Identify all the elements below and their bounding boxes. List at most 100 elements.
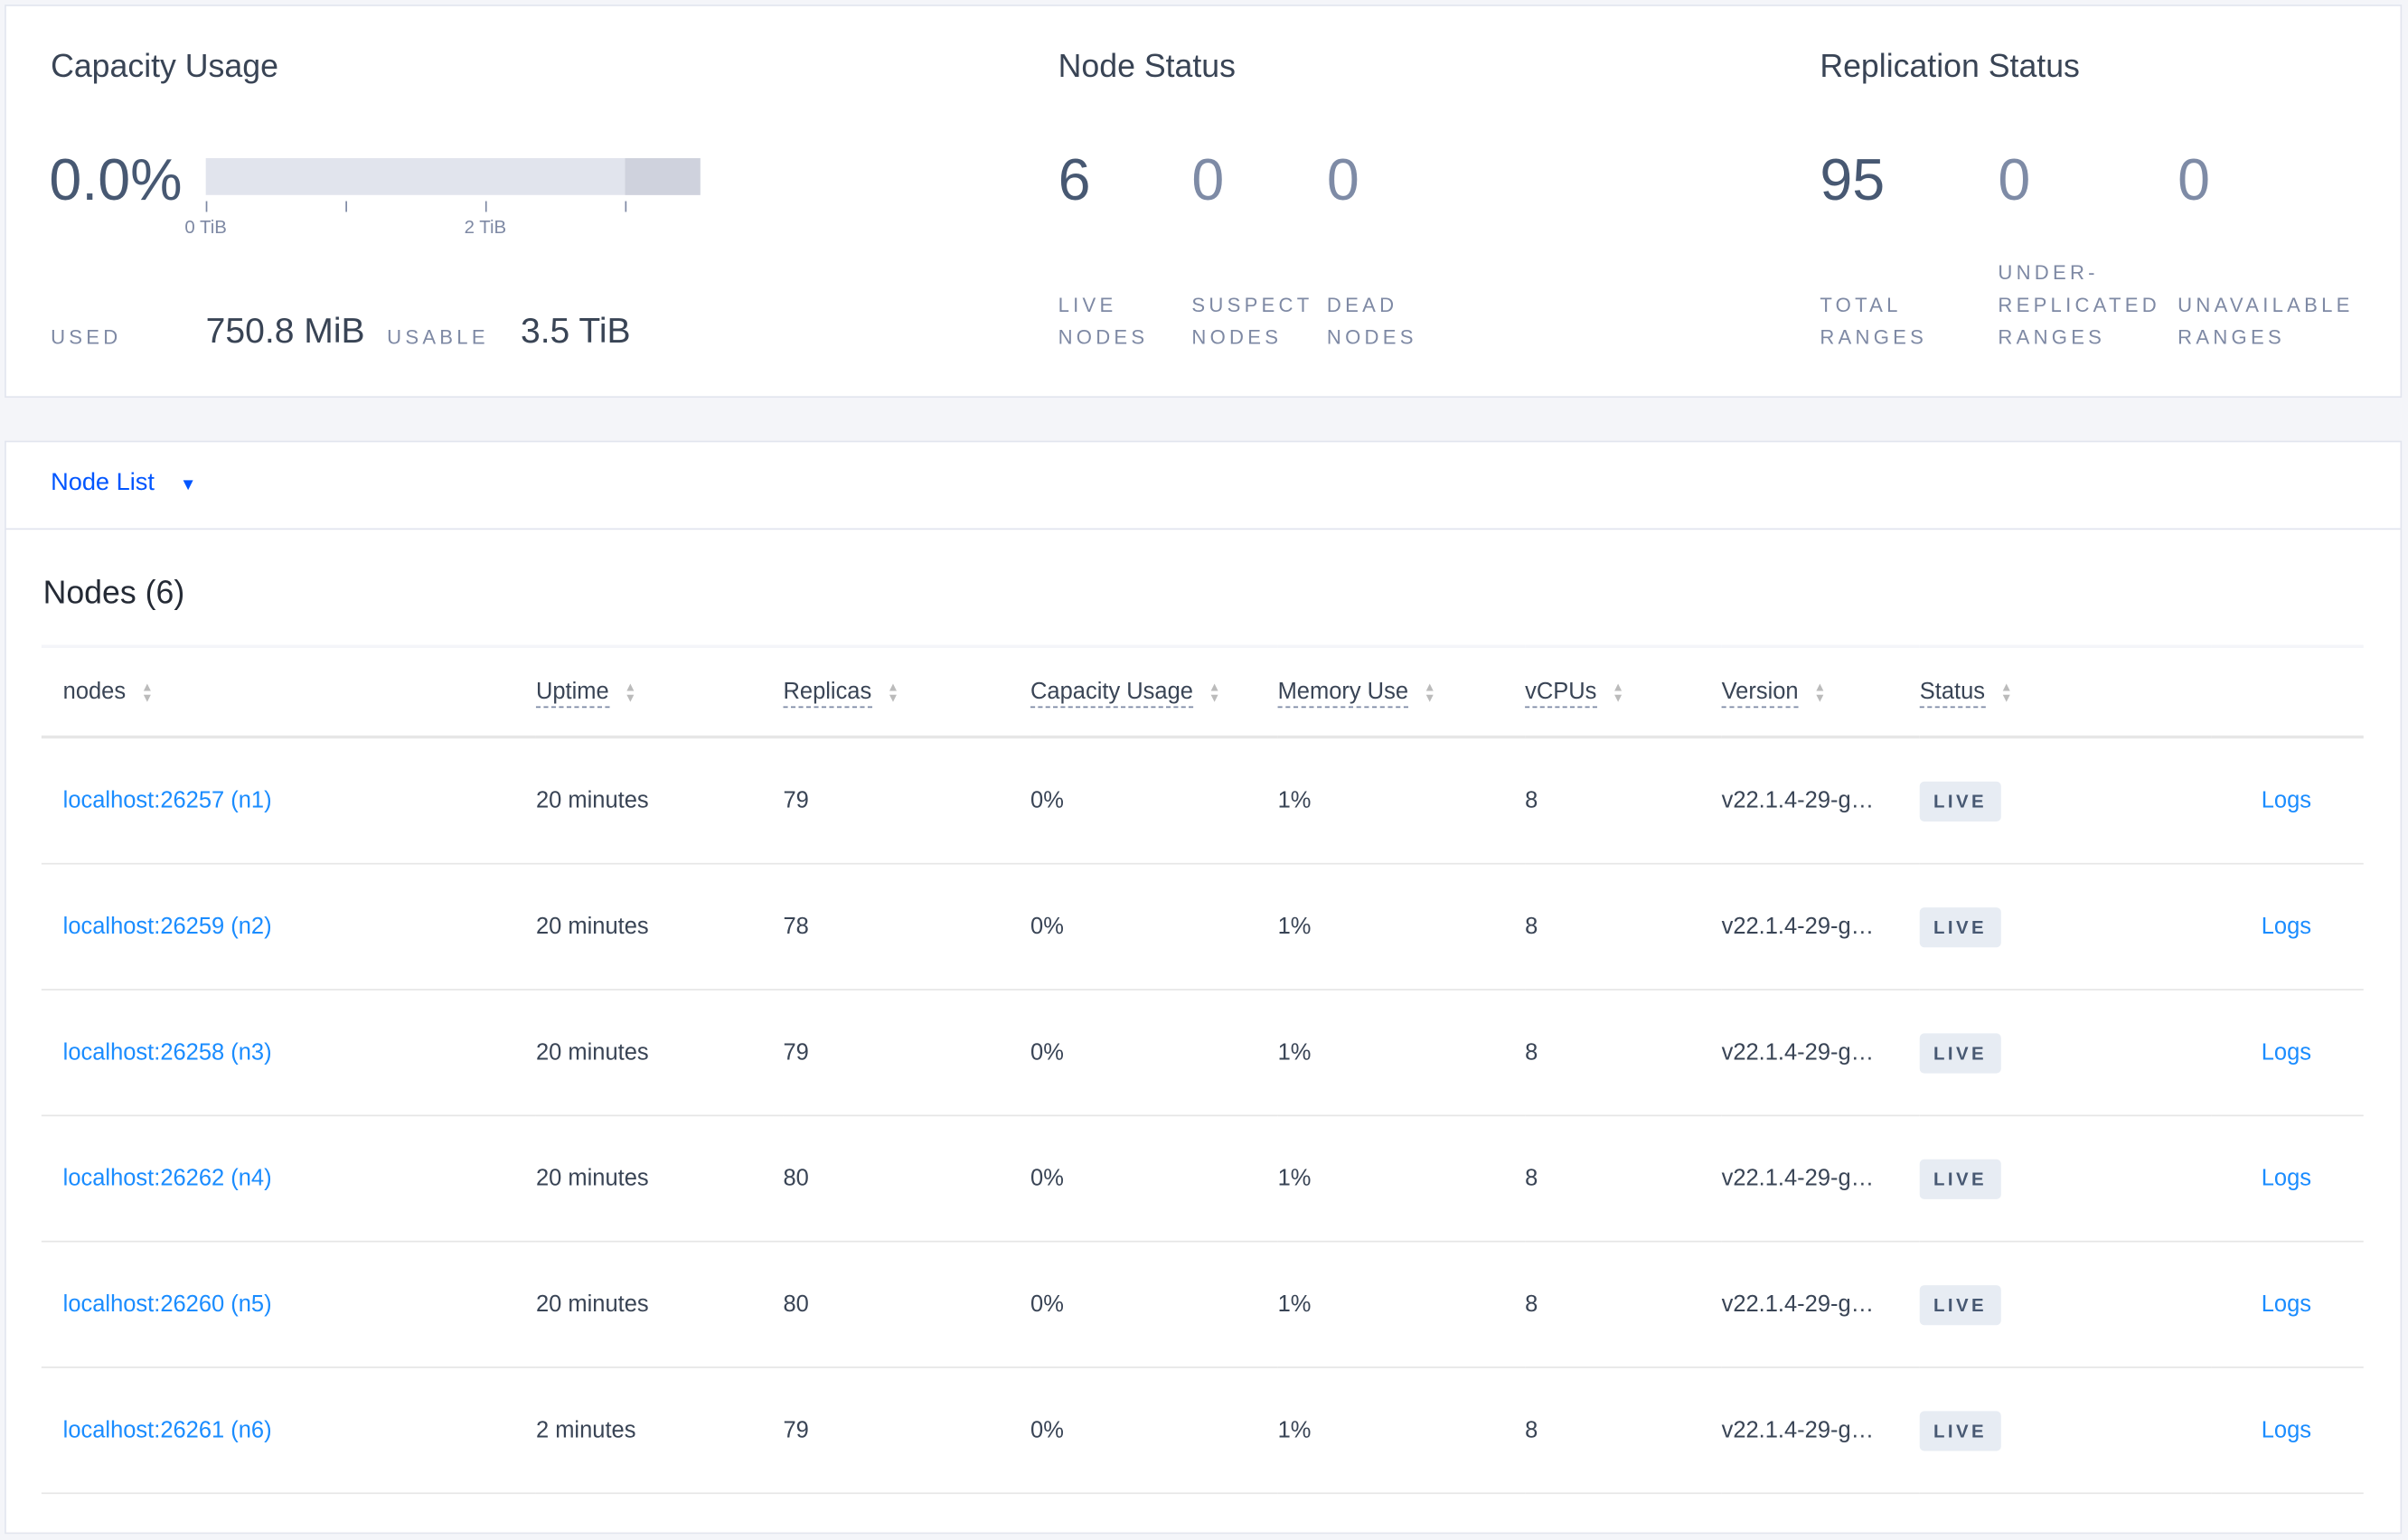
version-cell: v22.1.4-29-g… (1721, 1115, 1920, 1243)
version-cell: v22.1.4-29-g… (1721, 990, 1920, 1117)
vcpus-cell: 8 (1525, 737, 1722, 865)
column-header[interactable]: Status ▲ ▼ (1919, 644, 2212, 739)
status-badge: LIVE (1919, 780, 2001, 822)
sort-icon[interactable]: ▲ ▼ (141, 680, 154, 705)
column-label: Replicas (783, 678, 872, 709)
node-link[interactable]: localhost:26259 (n2) (62, 913, 272, 940)
column-header[interactable]: Uptime ▲ ▼ (535, 644, 784, 739)
sort-icon[interactable]: ▲ ▼ (1423, 680, 1436, 705)
node-link[interactable]: localhost:26260 (n5) (62, 1291, 272, 1318)
table-row: localhost:26262 (n4) 20 minutes 80 0% 1%… (41, 1115, 2364, 1243)
tick (205, 201, 208, 212)
status-badge: LIVE (1919, 906, 2001, 947)
tick-label: 2 TiB (464, 216, 507, 239)
memory-cell: 1% (1277, 1115, 1526, 1243)
nodes-table: nodes ▲ ▼ Uptime ▲ ▼ Replicas ▲ ▼ Capacity Usage ▲… (41, 644, 2364, 1495)
sort-icon[interactable]: ▲ ▼ (2000, 680, 2013, 705)
column-header[interactable]: Version ▲ ▼ (1721, 644, 1920, 739)
sort-icon[interactable]: ▲ ▼ (624, 680, 637, 705)
usable-label: USABLE (387, 325, 489, 349)
memory-cell: 1% (1277, 1241, 1526, 1368)
under-replicated-label: UNDER- REPLICATED RANGES (1998, 260, 2160, 349)
logs-link[interactable]: Logs (2261, 1039, 2311, 1066)
status-badge: LIVE (1919, 1158, 2001, 1199)
vcpus-cell: 8 (1525, 1115, 1722, 1243)
sort-icon[interactable]: ▲ ▼ (1612, 680, 1624, 705)
table-row: localhost:26261 (n6) 2 minutes 79 0% 1% … (41, 1366, 2364, 1495)
vcpus-cell: 8 (1525, 990, 1722, 1117)
suspect-nodes-label: SUSPECT NODES (1191, 293, 1313, 349)
node-link[interactable]: localhost:26258 (n3) (62, 1039, 272, 1066)
version-cell: v22.1.4-29-g… (1721, 737, 1920, 865)
column-header[interactable]: Replicas ▲ ▼ (783, 644, 1031, 739)
capacity-cell: 0% (1030, 737, 1278, 865)
replicas-cell: 80 (783, 1241, 1031, 1368)
column-label: nodes (62, 678, 127, 705)
column-header[interactable]: vCPUs ▲ ▼ (1525, 644, 1722, 739)
table-row: localhost:26260 (n5) 20 minutes 80 0% 1%… (41, 1241, 2364, 1368)
capacity-cell: 0% (1030, 1366, 1278, 1495)
total-ranges-count: 95 (1820, 148, 1886, 214)
logs-link[interactable]: Logs (2261, 1417, 2311, 1444)
column-header[interactable]: Capacity Usage ▲ ▼ (1030, 644, 1278, 739)
uptime-cell: 20 minutes (535, 863, 784, 991)
version-cell: v22.1.4-29-g… (1721, 1241, 1920, 1368)
summary-panel: Capacity Usage 0.0% 0 TiB 2 TiB USED 750… (5, 5, 2403, 399)
view-selector-label: Node List (51, 469, 155, 496)
replicas-cell: 79 (783, 990, 1031, 1117)
capacity-percent: 0.0% (49, 148, 183, 214)
view-selector[interactable]: Node List ▼ (51, 470, 196, 498)
memory-cell: 1% (1277, 863, 1526, 991)
logs-link[interactable]: Logs (2261, 913, 2311, 940)
uptime-cell: 20 minutes (535, 990, 784, 1117)
total-ranges-label: TOTAL RANGES (1820, 293, 1928, 349)
capacity-bar (205, 157, 701, 195)
column-label: Capacity Usage (1030, 678, 1193, 709)
uptime-cell: 20 minutes (535, 1115, 784, 1243)
used-label: USED (51, 325, 122, 349)
tick-label: 0 TiB (184, 216, 227, 239)
used-value: 750.8 MiB (205, 310, 365, 351)
replicas-cell: 78 (783, 863, 1031, 991)
logs-link[interactable]: Logs (2261, 787, 2311, 814)
node-link[interactable]: localhost:26261 (n6) (62, 1417, 272, 1444)
logs-link[interactable]: Logs (2261, 1291, 2311, 1318)
node-link[interactable]: localhost:26257 (n1) (62, 787, 272, 814)
status-badge: LIVE (1919, 1284, 2001, 1325)
column-label: Status (1919, 678, 1986, 709)
vcpus-cell: 8 (1525, 863, 1722, 991)
status-badge: LIVE (1919, 1410, 2001, 1451)
column-label: vCPUs (1525, 678, 1597, 709)
table-row: localhost:26259 (n2) 20 minutes 78 0% 1%… (41, 863, 2364, 991)
unavailable-count: 0 (2178, 148, 2211, 214)
replicas-cell: 80 (783, 1115, 1031, 1243)
usable-value: 3.5 TiB (520, 310, 631, 351)
uptime-cell: 2 minutes (535, 1366, 784, 1495)
vcpus-cell: 8 (1525, 1366, 1722, 1495)
capacity-cell: 0% (1030, 1241, 1278, 1368)
uptime-cell: 20 minutes (535, 1241, 784, 1368)
suspect-nodes-count: 0 (1191, 148, 1225, 214)
column-header[interactable]: nodes ▲ ▼ (41, 644, 536, 739)
caret-down-icon: ▼ (179, 475, 197, 495)
vcpus-cell: 8 (1525, 1241, 1722, 1368)
dead-nodes-label: DEAD NODES (1326, 293, 1417, 349)
nodes-title: Nodes (6) (42, 576, 185, 612)
replicas-cell: 79 (783, 737, 1031, 865)
node-status-title: Node Status (1058, 49, 1236, 85)
sort-icon[interactable]: ▲ ▼ (1813, 680, 1827, 705)
version-cell: v22.1.4-29-g… (1721, 863, 1920, 991)
memory-cell: 1% (1277, 1366, 1526, 1495)
node-link[interactable]: localhost:26262 (n4) (62, 1165, 272, 1192)
sort-icon[interactable]: ▲ ▼ (887, 680, 899, 705)
logs-link[interactable]: Logs (2261, 1165, 2311, 1192)
node-list-header: Node List ▼ (5, 440, 2403, 531)
tick (484, 201, 487, 212)
capacity-title: Capacity Usage (51, 49, 278, 85)
capacity-cell: 0% (1030, 863, 1278, 991)
memory-cell: 1% (1277, 737, 1526, 865)
capacity-cell: 0% (1030, 1115, 1278, 1243)
sort-icon[interactable]: ▲ ▼ (1208, 680, 1221, 705)
table-row: localhost:26258 (n3) 20 minutes 79 0% 1%… (41, 990, 2364, 1117)
column-header[interactable]: Memory Use ▲ ▼ (1277, 644, 1526, 739)
